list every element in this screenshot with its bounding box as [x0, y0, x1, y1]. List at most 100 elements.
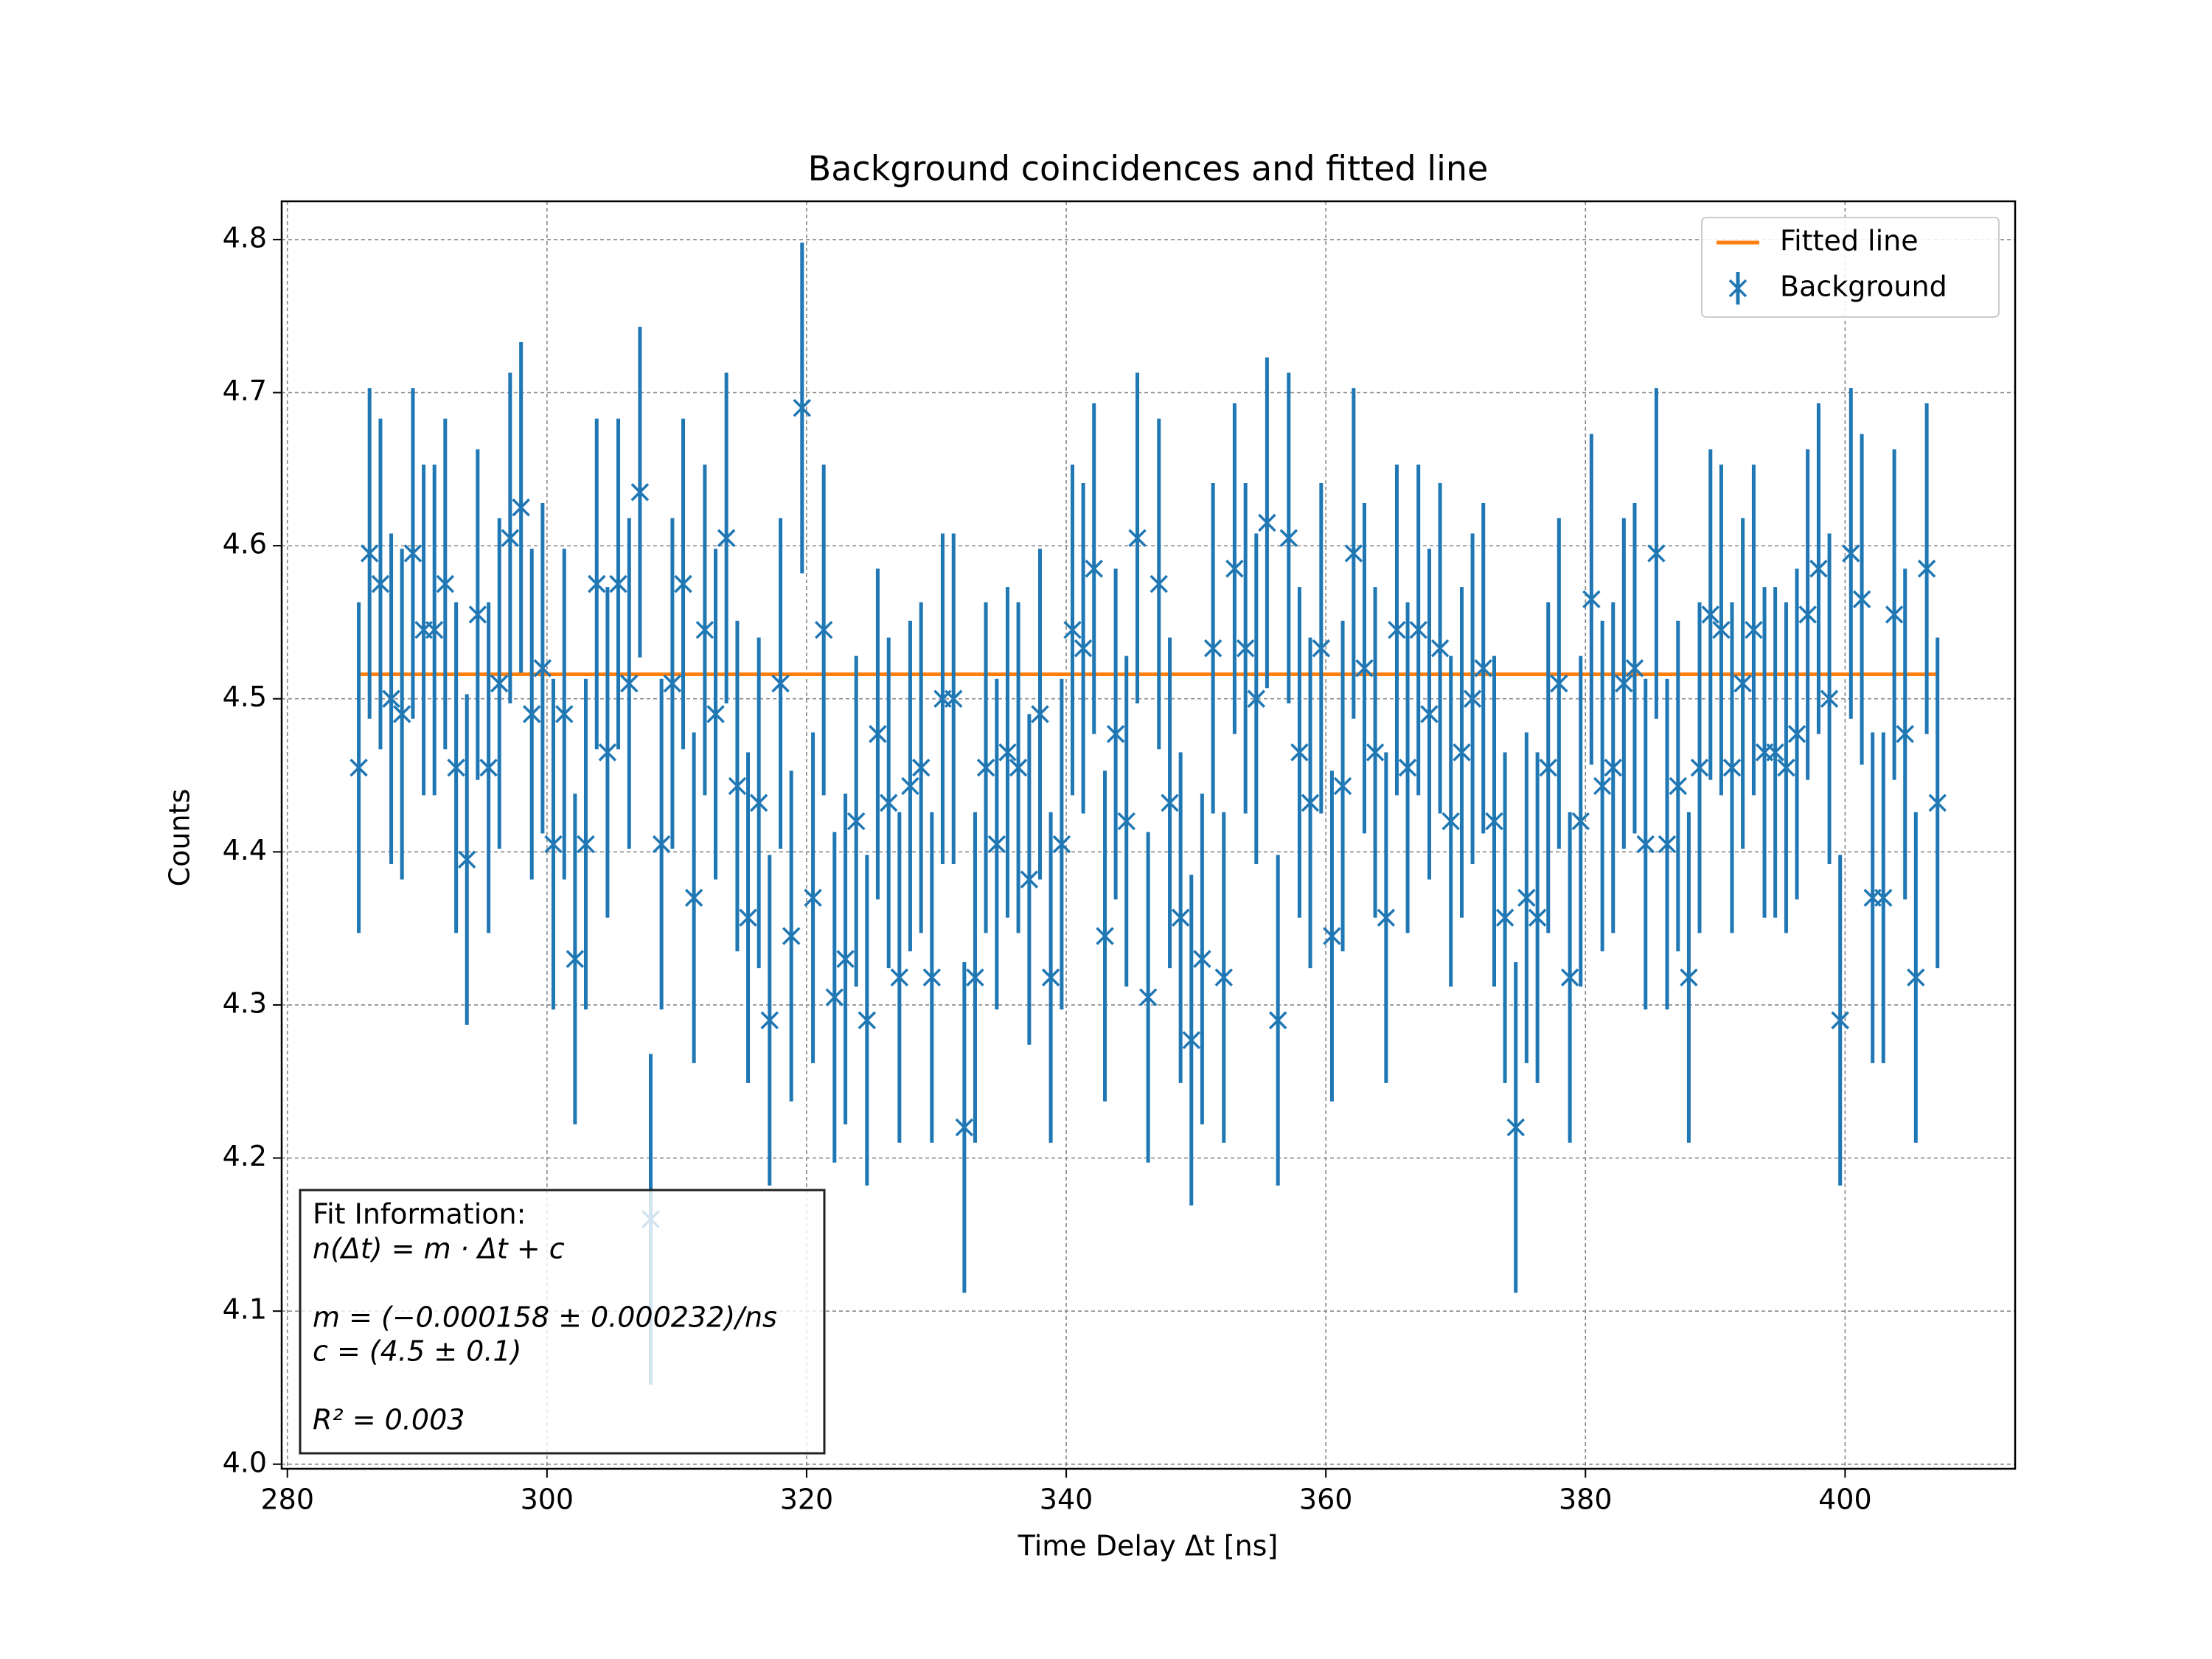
chart-title: Background coincidences and fitted line — [808, 149, 1489, 189]
data-point — [739, 908, 757, 927]
data-point — [1041, 968, 1060, 987]
fit-info-line: m = (−0.000158 ± 0.000232)/ns — [313, 1301, 777, 1334]
data-point — [1680, 968, 1698, 987]
data-point — [1453, 743, 1471, 762]
data-point — [1085, 560, 1103, 578]
data-point — [490, 674, 509, 693]
data-point — [1020, 870, 1039, 888]
data-point — [901, 776, 919, 796]
data-point — [728, 776, 747, 796]
data-point — [1203, 639, 1222, 658]
data-point — [392, 705, 411, 723]
data-point — [1745, 621, 1763, 639]
data-point — [1809, 560, 1828, 578]
data-point — [955, 1118, 974, 1137]
data-point — [1409, 621, 1427, 639]
legend-swatch — [1728, 279, 1747, 298]
data-point — [1290, 743, 1309, 762]
data-point — [1495, 908, 1514, 927]
data-point — [1539, 758, 1557, 777]
data-point — [1571, 812, 1590, 831]
data-point — [1798, 605, 1817, 624]
data-point — [1138, 988, 1158, 1006]
data-point — [1463, 689, 1482, 708]
data-point — [706, 705, 725, 723]
data-point — [523, 705, 541, 723]
data-point — [577, 835, 595, 854]
fit-info-box — [299, 1189, 826, 1455]
data-point — [879, 793, 898, 813]
data-point — [1355, 658, 1374, 678]
data-point — [425, 621, 444, 639]
data-point — [1258, 513, 1276, 532]
y-tick-label: 4.2 — [223, 1140, 267, 1172]
data-point — [1236, 639, 1255, 658]
x-tick-label: 320 — [780, 1484, 834, 1516]
data-point — [1214, 968, 1234, 987]
data-point — [782, 927, 801, 945]
fit-info-line: Fit Information: — [313, 1198, 526, 1231]
data-point — [1031, 705, 1049, 723]
data-point — [501, 529, 520, 547]
data-point — [1333, 776, 1352, 796]
data-point — [1517, 888, 1536, 907]
data-point — [544, 835, 563, 854]
data-point — [1777, 758, 1795, 777]
data-point — [468, 605, 487, 624]
data-point — [695, 621, 714, 639]
data-point — [1528, 908, 1547, 927]
data-point — [630, 483, 650, 501]
data-point — [890, 968, 909, 987]
data-point — [945, 689, 963, 708]
data-point — [447, 758, 465, 777]
data-point — [674, 574, 692, 594]
x-tick-label: 400 — [1818, 1484, 1872, 1516]
data-point — [1690, 758, 1709, 777]
data-point — [1323, 927, 1341, 945]
data-point — [1874, 888, 1893, 907]
y-tick-label: 4.3 — [223, 987, 267, 1019]
data-point — [555, 705, 574, 723]
y-tick-label: 4.5 — [223, 681, 267, 713]
data-point — [1171, 908, 1190, 927]
y-tick-label: 4.0 — [223, 1446, 267, 1478]
fit-info-line: n(Δt) = m · Δt + c — [313, 1233, 565, 1265]
x-tick-label: 340 — [1040, 1484, 1093, 1516]
data-point — [1560, 968, 1579, 987]
data-point — [663, 674, 682, 693]
data-point — [1096, 927, 1114, 945]
data-point — [1182, 1031, 1201, 1049]
x-axis-label: Time Delay Δt [ns] — [1018, 1530, 1279, 1562]
data-point — [858, 1011, 877, 1029]
y-tick-label: 4.6 — [223, 528, 267, 560]
data-point — [1344, 544, 1363, 563]
data-point — [1604, 758, 1623, 777]
data-point — [1582, 590, 1601, 609]
y-tick-label: 4.4 — [223, 834, 267, 866]
x-tick-label: 280 — [260, 1484, 314, 1516]
plot-frame — [280, 200, 2017, 1470]
data-point — [717, 529, 736, 547]
data-point — [1615, 674, 1633, 693]
data-point — [533, 658, 552, 678]
data-point — [1896, 725, 1914, 743]
legend-label: Background — [1780, 271, 1947, 303]
data-point — [457, 850, 476, 869]
data-point — [1117, 812, 1135, 831]
data-point — [371, 574, 390, 594]
y-tick-label: 4.7 — [223, 375, 267, 407]
fit-info-line: c = (4.5 ± 0.1) — [313, 1335, 521, 1368]
data-point — [1766, 743, 1784, 762]
data-point — [922, 968, 942, 987]
data-point — [976, 758, 995, 777]
data-point — [1506, 1118, 1525, 1137]
data-point — [1885, 605, 1904, 624]
legend-box — [1701, 217, 2000, 318]
data-point — [1907, 968, 1925, 987]
data-point — [1074, 639, 1093, 658]
data-point — [1474, 658, 1492, 678]
data-point — [825, 988, 844, 1006]
data-point — [1388, 621, 1406, 639]
data-point — [760, 1011, 779, 1029]
